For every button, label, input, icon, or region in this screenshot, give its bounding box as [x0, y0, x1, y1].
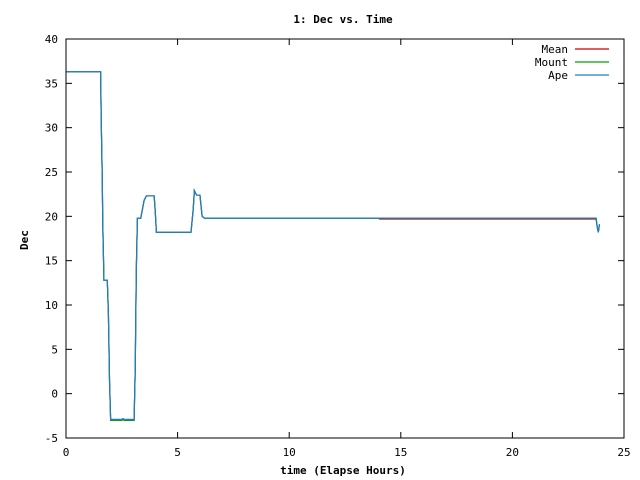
legend-label: Mean	[542, 43, 569, 56]
legend-label: Ape	[548, 69, 568, 82]
plot-frame	[65, 38, 625, 439]
y-axis-label: Dec	[18, 230, 31, 250]
y-tick-label: -5	[45, 432, 58, 445]
x-tick-label: 10	[283, 446, 296, 459]
y-tick-label: 10	[45, 299, 58, 312]
y-tick-label: 25	[45, 166, 58, 179]
x-tick-label: 20	[506, 446, 519, 459]
y-tick-label: 0	[51, 388, 58, 401]
y-tick-label: 15	[45, 255, 58, 268]
x-axis-label: time (Elapse Hours)	[280, 464, 406, 477]
x-tick-label: 25	[617, 446, 630, 459]
y-tick-label: 35	[45, 77, 58, 90]
y-tick-label: 30	[45, 122, 58, 135]
y-tick-label: 40	[45, 33, 58, 46]
x-tick-label: 15	[394, 446, 407, 459]
x-tick-label: 5	[174, 446, 181, 459]
series-line-ape	[66, 71, 601, 420]
x-tick-label: 0	[63, 446, 70, 459]
chart-title: 1: Dec vs. Time	[293, 13, 393, 26]
y-tick-label: 5	[51, 343, 58, 356]
legend-label: Mount	[535, 56, 568, 69]
y-tick-label: 20	[45, 210, 58, 223]
series-lines	[66, 71, 601, 421]
